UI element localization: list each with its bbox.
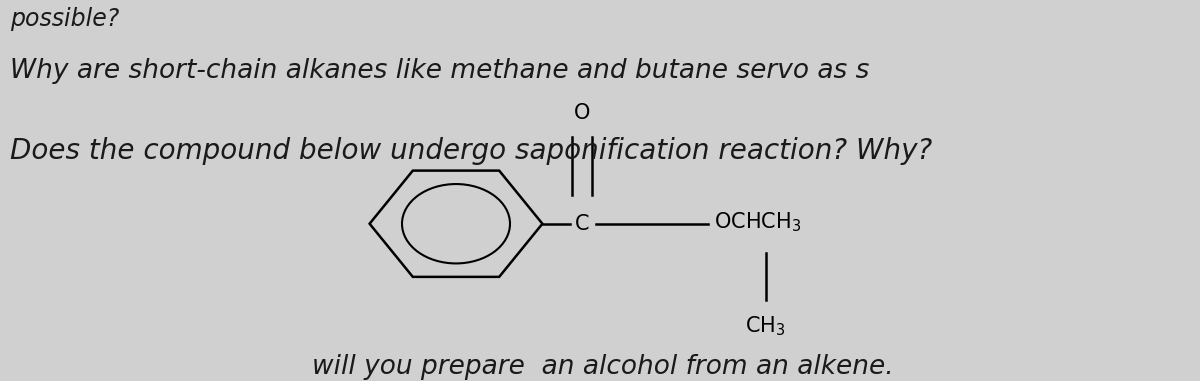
Text: possible?: possible? [10, 7, 119, 31]
Text: Why are short-chain alkanes like methane and butane servo as s: Why are short-chain alkanes like methane… [10, 58, 869, 84]
Text: O: O [574, 103, 590, 123]
Text: OCHCH$_3$: OCHCH$_3$ [714, 210, 802, 234]
Text: C: C [575, 214, 589, 234]
Text: Does the compound below undergo saponification reaction? Why?: Does the compound below undergo saponifi… [10, 137, 932, 165]
Text: will you prepare  an alcohol from an alkene.: will you prepare an alcohol from an alke… [312, 354, 894, 379]
Text: CH$_3$: CH$_3$ [745, 314, 786, 338]
